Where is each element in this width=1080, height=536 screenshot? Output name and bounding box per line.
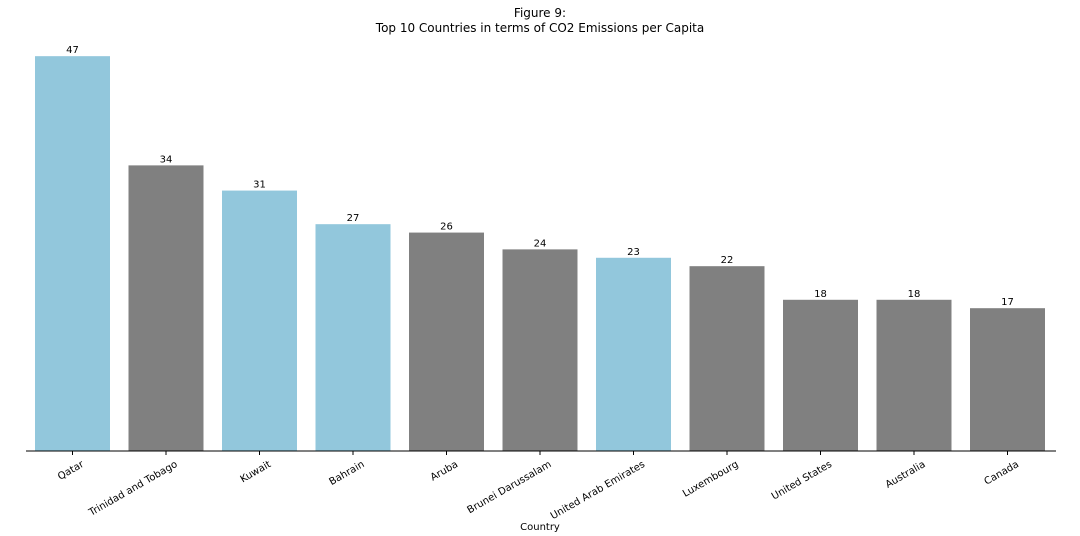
- bar: [783, 299, 858, 451]
- bar-value-label: 26: [440, 222, 453, 233]
- x-tick-label: Canada: [983, 459, 1021, 488]
- bar-value-label: 31: [253, 180, 266, 191]
- bar: [502, 249, 578, 451]
- x-tick-label: Aruba: [429, 459, 460, 483]
- bar: [970, 308, 1045, 451]
- x-tick-label: Bahrain: [327, 459, 366, 488]
- x-tick-label: Qatar: [56, 459, 87, 483]
- x-tick-label: Trinidad and Tobago: [86, 459, 179, 519]
- bar-value-label: 23: [627, 247, 640, 258]
- bar-value-label: 47: [66, 45, 79, 56]
- bar: [35, 56, 110, 452]
- bar: [128, 165, 204, 451]
- bars-group: 47 34 31 27 26 24 23 22 18 18 17: [35, 45, 1045, 452]
- x-tick-label: Luxembourg: [681, 459, 740, 500]
- bar: [315, 224, 391, 451]
- bar-value-label: 17: [1001, 297, 1014, 308]
- x-tick-label: Brunei Darussalam: [466, 459, 554, 516]
- x-tick-label: Australia: [884, 459, 928, 491]
- bar: [689, 266, 765, 451]
- chart-title-line-2: Top 10 Countries in terms of CO2 Emissio…: [375, 21, 704, 35]
- bar: [222, 190, 297, 452]
- x-tick-label: Kuwait: [239, 459, 273, 485]
- x-axis-label: Country: [520, 522, 560, 533]
- bar-value-label: 18: [814, 289, 827, 300]
- bar: [409, 232, 484, 451]
- x-ticks-group: Qatar Trinidad and Tobago Kuwait Bahrain Aru…: [56, 451, 1021, 522]
- x-tick-label: United Arab Emirates: [549, 459, 647, 522]
- chart-title-line-1: Figure 9:: [514, 6, 566, 20]
- bar-value-label: 18: [908, 289, 921, 300]
- bar-value-label: 27: [347, 213, 360, 224]
- bar-value-label: 24: [534, 238, 547, 249]
- bar-value-label: 34: [160, 154, 173, 165]
- x-tick-label: United States: [770, 459, 834, 502]
- bar: [876, 299, 952, 451]
- bar: [596, 257, 671, 451]
- bar-value-label: 22: [721, 255, 734, 266]
